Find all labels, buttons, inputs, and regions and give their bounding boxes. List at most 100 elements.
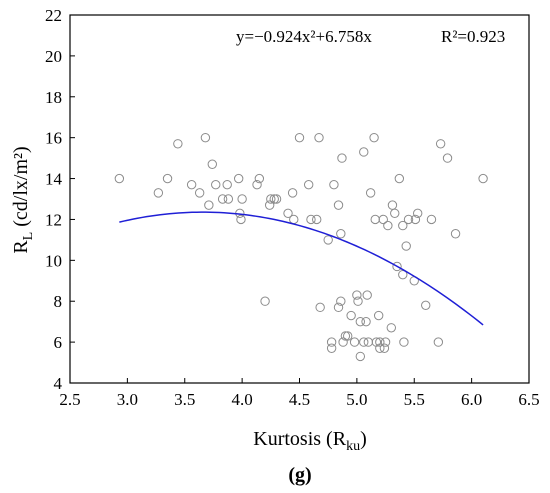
data-point bbox=[260, 296, 270, 306]
data-point bbox=[433, 337, 444, 347]
data-point bbox=[326, 343, 337, 353]
data-point bbox=[359, 147, 369, 157]
data-point bbox=[194, 188, 205, 198]
x-tick-label: 3.5 bbox=[174, 390, 195, 409]
y-tick-label: 20 bbox=[45, 47, 62, 66]
data-point bbox=[326, 337, 337, 347]
data-point bbox=[200, 132, 211, 143]
data-point bbox=[375, 343, 385, 353]
data-point bbox=[306, 214, 316, 225]
data-point bbox=[375, 337, 385, 347]
data-point bbox=[186, 179, 197, 190]
data-point bbox=[442, 153, 453, 163]
data-point bbox=[323, 235, 333, 245]
y-tick-label: 18 bbox=[45, 88, 62, 107]
data-point bbox=[369, 132, 379, 143]
data-point bbox=[478, 173, 488, 184]
data-point bbox=[410, 214, 421, 225]
data-point bbox=[303, 179, 314, 190]
data-point bbox=[392, 261, 402, 272]
data-point bbox=[204, 200, 214, 210]
data-point bbox=[314, 132, 324, 143]
x-tick-label: 4.5 bbox=[289, 390, 310, 409]
data-point bbox=[211, 179, 221, 190]
data-point bbox=[269, 194, 279, 204]
data-point bbox=[222, 179, 232, 190]
data-point bbox=[421, 300, 431, 311]
data-point bbox=[435, 139, 446, 149]
data-point bbox=[399, 337, 409, 347]
data-point bbox=[294, 132, 305, 143]
data-point bbox=[329, 179, 339, 190]
y-axis: 4 6 8 10 12 14 16 18 20 22 bbox=[45, 6, 75, 393]
x-tick-label: 3.0 bbox=[117, 390, 138, 409]
fit-equation: y=−0.924x²+6.758x bbox=[236, 27, 372, 46]
data-point bbox=[283, 208, 293, 219]
plot-area-frame bbox=[69, 14, 530, 384]
data-point bbox=[342, 331, 353, 341]
x-axis-title-tail: ) bbox=[360, 428, 367, 450]
x-tick-label: 5.0 bbox=[346, 390, 367, 409]
y-axis-title-tail: (cd/lx/m²) bbox=[10, 146, 32, 231]
y-tick-label: 16 bbox=[45, 129, 62, 148]
data-point bbox=[361, 316, 371, 327]
data-point bbox=[355, 351, 366, 362]
data-points bbox=[114, 132, 488, 362]
data-point bbox=[287, 188, 298, 198]
y-tick-label: 22 bbox=[45, 6, 62, 25]
y-tick-label: 8 bbox=[54, 292, 63, 311]
data-point bbox=[252, 179, 262, 190]
data-point bbox=[355, 316, 366, 327]
x-tick-label: 5.5 bbox=[404, 390, 425, 409]
data-point bbox=[403, 214, 414, 225]
data-point bbox=[207, 159, 217, 169]
data-point bbox=[336, 296, 346, 306]
data-point bbox=[387, 200, 398, 210]
y-axis-title-subscript: L bbox=[21, 232, 36, 241]
data-point bbox=[173, 139, 183, 149]
data-point bbox=[236, 214, 246, 225]
data-point bbox=[362, 290, 372, 300]
x-axis-title: Kurtosis (Rku) bbox=[253, 428, 366, 454]
data-point bbox=[349, 337, 360, 347]
data-point bbox=[315, 302, 325, 313]
y-axis-title-main: R bbox=[10, 240, 32, 254]
data-point bbox=[379, 343, 390, 353]
data-point bbox=[450, 229, 461, 239]
y-tick-label: 12 bbox=[45, 210, 62, 229]
data-point bbox=[266, 194, 276, 204]
data-point bbox=[401, 241, 411, 251]
y-tick-label: 4 bbox=[54, 374, 63, 393]
data-point bbox=[390, 208, 400, 219]
data-point bbox=[373, 310, 384, 321]
data-point bbox=[333, 302, 344, 313]
data-point bbox=[162, 173, 173, 184]
data-point bbox=[264, 200, 275, 210]
data-point bbox=[237, 194, 247, 204]
data-point bbox=[394, 173, 405, 184]
x-tick-label: 6.0 bbox=[461, 390, 482, 409]
x-axis-title-main: Kurtosis (R bbox=[253, 428, 346, 450]
data-point bbox=[383, 220, 393, 231]
data-point bbox=[333, 200, 344, 210]
data-point bbox=[271, 194, 282, 204]
data-point bbox=[337, 153, 347, 163]
data-point bbox=[254, 173, 265, 184]
data-point bbox=[398, 220, 408, 231]
r-squared: R²=0.923 bbox=[441, 27, 505, 46]
data-point bbox=[233, 173, 244, 184]
data-point bbox=[338, 337, 348, 347]
data-point bbox=[340, 331, 351, 341]
data-point bbox=[365, 188, 376, 198]
data-point bbox=[217, 194, 228, 204]
data-point bbox=[359, 337, 369, 347]
x-axis-title-subscript: ku bbox=[346, 439, 360, 454]
x-tick-label: 6.5 bbox=[518, 390, 539, 409]
data-point bbox=[386, 323, 396, 333]
data-point bbox=[289, 214, 299, 225]
y-tick-label: 14 bbox=[45, 170, 63, 189]
fit-curve bbox=[119, 211, 484, 326]
y-tick-label: 6 bbox=[54, 333, 63, 352]
data-point bbox=[380, 337, 391, 347]
